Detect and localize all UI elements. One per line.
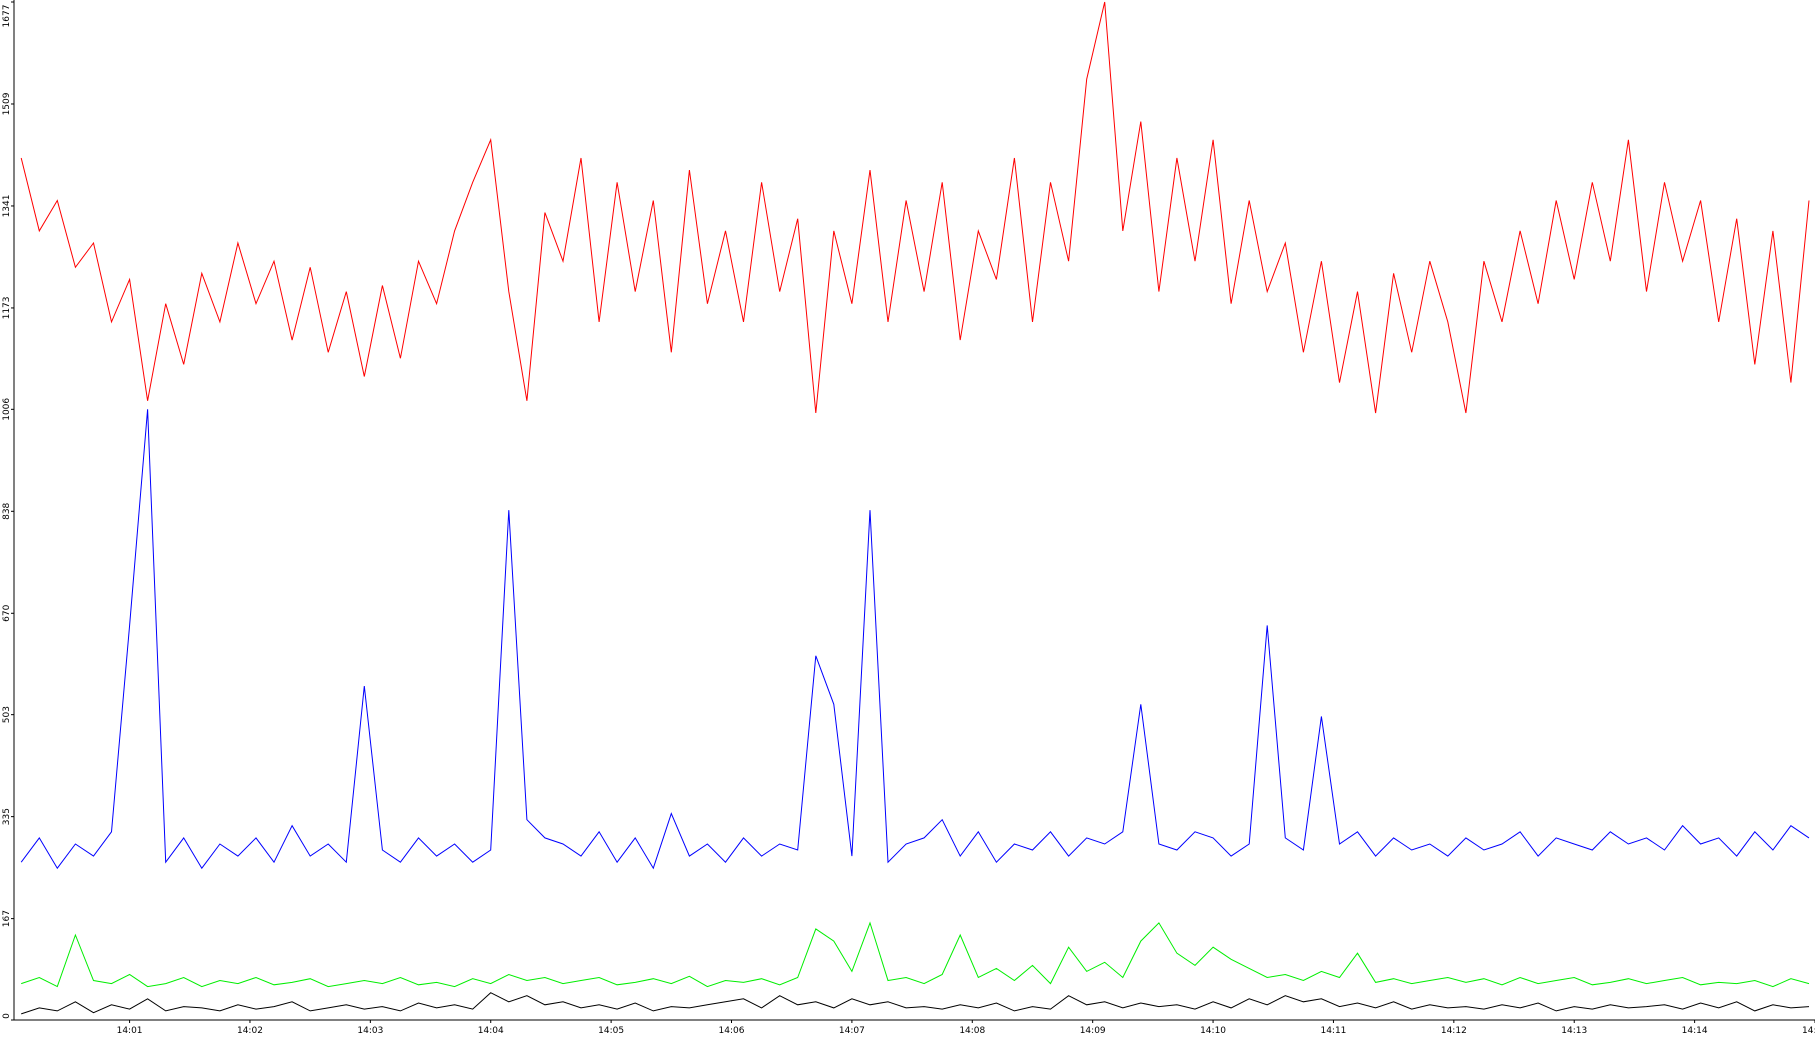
x-tick-label: 14:03: [357, 1026, 383, 1036]
x-tick-label: 14:08: [959, 1026, 985, 1036]
y-tick-label: 1677: [2, 5, 12, 28]
y-tick-label: 1173: [2, 296, 12, 319]
x-tick-label: 14:07: [839, 1026, 865, 1036]
y-tick-label: 838: [2, 502, 12, 519]
y-tick-label: 670: [2, 604, 12, 621]
x-tick-label: 14:09: [1080, 1026, 1106, 1036]
x-tick-label: 14:04: [478, 1026, 504, 1036]
x-tick-label: 14:13: [1561, 1026, 1587, 1036]
y-tick-label: 1006: [2, 398, 12, 421]
y-tick-label: 1509: [2, 92, 12, 115]
series-line: [21, 921, 1810, 988]
x-tick-label: 14:14: [1682, 1026, 1708, 1036]
x-tick-label: 14:12: [1441, 1026, 1467, 1036]
x-tick-label: 14:11: [1320, 1026, 1346, 1036]
x-tick-label: 14:05: [598, 1026, 624, 1036]
x-tick-label: 14:01: [117, 1026, 143, 1036]
x-tick-label: 14:15: [1802, 1026, 1815, 1036]
y-tick-label: 167: [2, 910, 12, 927]
x-tick-label: 14:06: [719, 1026, 745, 1036]
series-line: [21, 992, 1810, 1015]
series-line: [20, 1, 1810, 414]
y-tick-label: 1341: [2, 195, 12, 218]
y-tick-label: 0: [2, 1013, 12, 1019]
y-tick-label: 335: [2, 808, 12, 825]
x-tick-label: 14:02: [237, 1026, 263, 1036]
x-tick-label: 14:10: [1200, 1026, 1226, 1036]
series-line: [20, 409, 1810, 870]
y-tick-label: 503: [2, 706, 12, 723]
